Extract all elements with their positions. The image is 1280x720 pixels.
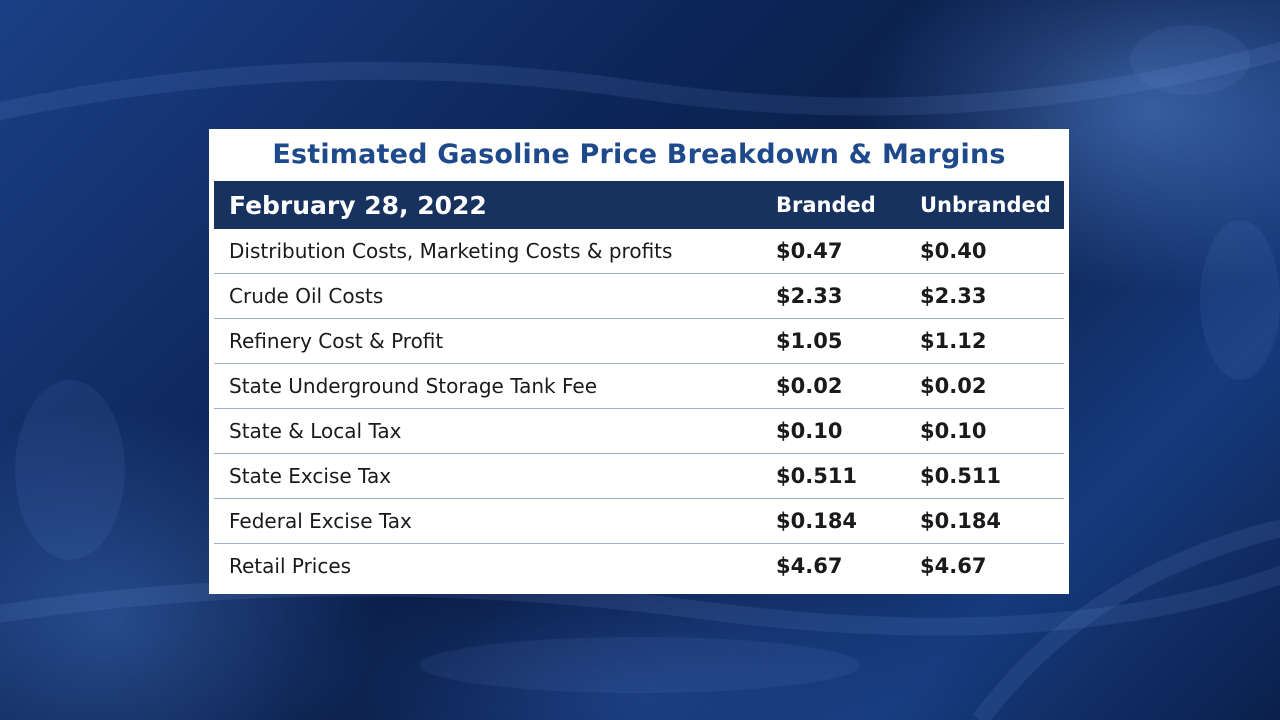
row-label: Crude Oil Costs <box>229 284 384 308</box>
branded-value: $2.33 <box>776 284 843 308</box>
unbranded-value: $0.511 <box>920 464 1002 488</box>
row-label: State Underground Storage Tank Fee <box>229 374 598 398</box>
table-row: Federal Excise Tax $0.184 $0.184 <box>214 499 1064 544</box>
table-row: State Underground Storage Tank Fee $0.02… <box>214 364 1064 409</box>
table-row: State & Local Tax $0.10 $0.10 <box>214 409 1064 454</box>
unbranded-value: $2.33 <box>920 284 987 308</box>
unbranded-value: $1.12 <box>920 329 987 353</box>
unbranded-value: $0.184 <box>920 509 1002 533</box>
header-date: February 28, 2022 <box>229 190 487 220</box>
table-row: Distribution Costs, Marketing Costs & pr… <box>214 229 1064 274</box>
unbranded-value: $0.02 <box>920 374 987 398</box>
branded-value: $1.05 <box>776 329 843 353</box>
branded-value: $0.511 <box>776 464 858 488</box>
chart-title: Estimated Gasoline Price Breakdown & Mar… <box>272 139 1006 170</box>
row-label: Refinery Cost & Profit <box>229 329 444 353</box>
price-table: February 28, 2022 Branded Unbranded Dist… <box>214 181 1064 588</box>
branded-value: $0.02 <box>776 374 843 398</box>
row-label: State & Local Tax <box>229 419 402 443</box>
branded-value: $0.184 <box>776 509 858 533</box>
row-label: State Excise Tax <box>229 464 392 488</box>
table-row: Crude Oil Costs $2.33 $2.33 <box>214 274 1064 319</box>
row-label: Distribution Costs, Marketing Costs & pr… <box>229 239 673 263</box>
row-label: Retail Prices <box>229 554 352 578</box>
branded-value: $4.67 <box>776 554 843 578</box>
table-row: Refinery Cost & Profit $1.05 $1.12 <box>214 319 1064 364</box>
unbranded-value: $0.10 <box>920 419 987 443</box>
unbranded-value: $4.67 <box>920 554 987 578</box>
branded-value: $0.47 <box>776 239 843 263</box>
table-header: February 28, 2022 Branded Unbranded <box>214 181 1064 229</box>
price-breakdown-panel: Estimated Gasoline Price Breakdown & Mar… <box>209 129 1069 594</box>
table-row: State Excise Tax $0.511 $0.511 <box>214 454 1064 499</box>
unbranded-value: $0.40 <box>920 239 987 263</box>
row-label: Federal Excise Tax <box>229 509 412 533</box>
header-unbranded: Unbranded <box>920 193 1051 217</box>
table-row: Retail Prices $4.67 $4.67 <box>214 544 1064 588</box>
header-branded: Branded <box>776 193 876 217</box>
branded-value: $0.10 <box>776 419 843 443</box>
